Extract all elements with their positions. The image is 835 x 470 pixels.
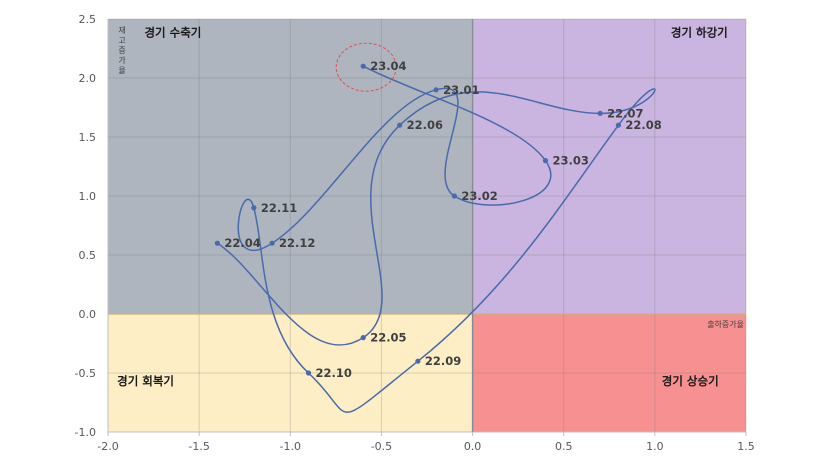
- x-tick-label: -1.5: [188, 440, 209, 453]
- quadrant-recovery: [108, 314, 473, 432]
- y-tick-label: 0.5: [79, 249, 97, 262]
- series-path: [216, 65, 656, 413]
- data-point-22-06: [397, 122, 403, 128]
- data-point-22-12: [269, 240, 275, 246]
- x-tick-label: 0.5: [555, 440, 573, 453]
- tick-labels: -2.0 -1.5 -1.0 -0.5 0.0 0.5 1.0 1.5 -1.0 -0.5 0.0 0…: [75, 13, 755, 453]
- y-tick-label: 2.0: [79, 72, 97, 85]
- x-tick-label: -2.0: [97, 440, 118, 453]
- point-label-23-01: 23.01: [443, 83, 479, 97]
- data-point-23-01: [433, 87, 439, 93]
- data-points: [214, 42, 622, 376]
- point-label-22-04: 22.04: [224, 236, 260, 250]
- point-label-22-10: 22.10: [316, 366, 352, 380]
- x-tick-label: 1.0: [646, 440, 664, 453]
- y-tick-label: -0.5: [75, 367, 96, 380]
- data-point-22-05: [360, 335, 366, 341]
- data-point-22-09: [415, 358, 421, 364]
- quadrant-label-4: 경기 상승기: [662, 374, 719, 388]
- axes: [107, 19, 746, 433]
- point-label-22-09: 22.09: [425, 354, 461, 368]
- x-tick-label: 1.5: [737, 440, 755, 453]
- x-tick-label: 0.0: [464, 440, 482, 453]
- point-label-22-07: 22.07: [607, 106, 643, 120]
- y-tick-label: -1.0: [75, 426, 96, 439]
- point-label-22-05: 22.05: [370, 331, 406, 345]
- point-label-22-11: 22.11: [261, 201, 297, 215]
- y-tick-label: 0.0: [79, 308, 97, 321]
- x-axis-label: 출하증가율: [707, 319, 744, 329]
- quadrant-label-1: 경기 수축기: [144, 26, 201, 40]
- x-tick-label: -0.5: [371, 440, 392, 453]
- data-point-23-04: [360, 63, 366, 69]
- y-tick-label: 1.5: [79, 131, 97, 144]
- point-label-22-06: 22.06: [407, 118, 443, 132]
- data-point-22-11: [251, 205, 257, 211]
- data-point-22-08: [615, 122, 622, 128]
- quadrant-label-2: 경기 하강기: [671, 26, 728, 40]
- y-tick-label: 2.5: [79, 13, 97, 26]
- data-point-22-07: [597, 110, 603, 116]
- x-tick-label: -1.0: [280, 440, 301, 453]
- data-point-22-04: [214, 240, 220, 246]
- quadrant-backgrounds: [108, 19, 746, 432]
- point-label-22-12: 22.12: [279, 236, 315, 250]
- highlight-circle: [335, 42, 397, 92]
- quadrant-downturn: [472, 19, 746, 314]
- point-label-22-08: 22.08: [625, 118, 661, 132]
- point-label-23-04: 23.04: [370, 59, 406, 73]
- quadrant-label-3: 경기 회복기: [117, 374, 174, 388]
- data-point-23-03: [542, 158, 549, 164]
- y-tick-label: 1.0: [79, 190, 97, 203]
- quadrant-expansion: [472, 314, 746, 432]
- data-point-22-10: [305, 370, 312, 376]
- point-label-23-02: 23.02: [461, 189, 497, 203]
- point-label-23-03: 23.03: [552, 154, 588, 168]
- data-point-23-02: [451, 193, 457, 199]
- series-line: [216, 65, 656, 413]
- quadrant-contraction: [108, 19, 473, 314]
